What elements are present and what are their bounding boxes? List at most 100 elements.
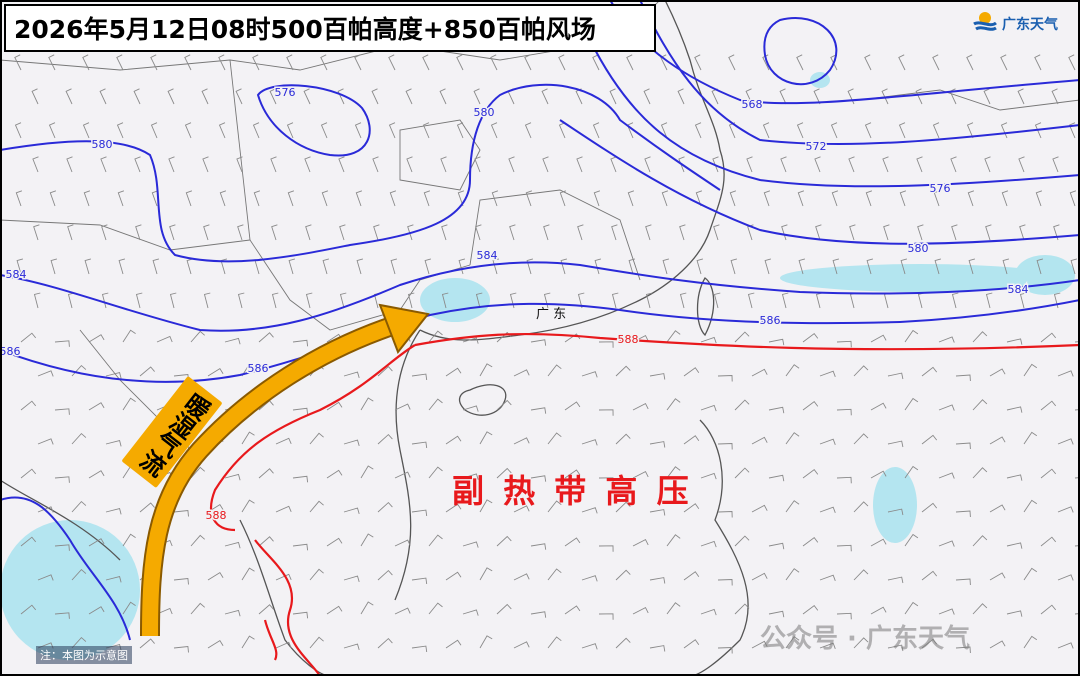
wind-barb <box>101 224 108 241</box>
wind-barb <box>915 88 923 105</box>
wind-barb <box>853 569 869 581</box>
wind-barb <box>598 613 614 620</box>
wind-barb <box>292 475 309 483</box>
wind-barb <box>887 644 904 652</box>
wind-barb <box>904 397 919 411</box>
wind-barb <box>456 122 464 139</box>
wind-barb <box>972 603 988 615</box>
wind-barb <box>815 224 822 241</box>
wind-barb <box>496 399 512 411</box>
wind-barb <box>218 122 226 139</box>
wind-barb <box>679 224 686 241</box>
wind-barb <box>1051 88 1059 105</box>
wind-barb <box>666 330 681 343</box>
wind-barb <box>20 400 37 411</box>
wind-barb <box>1057 642 1074 649</box>
wind-barb <box>541 88 549 105</box>
wind-barb <box>785 364 800 377</box>
wind-barb <box>899 190 907 207</box>
wind-barb <box>377 365 393 377</box>
wind-barb <box>870 334 887 343</box>
wind-barb <box>530 543 547 550</box>
wind-barb <box>152 258 160 275</box>
wind-barb <box>48 54 56 71</box>
wind-barb <box>236 156 243 173</box>
wind-barb <box>1023 363 1038 377</box>
wind-barb <box>203 224 210 241</box>
wind-barb <box>388 54 396 71</box>
wind-barb <box>496 331 512 343</box>
wind-barb <box>258 332 274 343</box>
wind-barb <box>33 224 40 241</box>
wind-barb <box>848 156 855 173</box>
wind-barb <box>360 533 374 547</box>
wind-barb <box>598 409 614 416</box>
wind-barb <box>581 439 598 446</box>
wind-barb <box>938 608 955 615</box>
wind-barb <box>683 367 700 377</box>
wind-barb <box>372 156 379 173</box>
wind-barb <box>139 638 155 649</box>
wind-barb <box>984 156 991 173</box>
wind-barb <box>904 329 919 343</box>
wind-barb <box>972 331 988 343</box>
wind-barb <box>122 397 136 411</box>
wind-barb <box>802 536 819 547</box>
wind-barb <box>445 503 462 513</box>
wind-barb <box>547 432 562 445</box>
wind-barb <box>292 543 309 551</box>
wind-barb <box>513 641 530 649</box>
wind-barb <box>1057 438 1074 445</box>
wind-barb <box>252 54 260 71</box>
wind-barb <box>1040 536 1057 547</box>
wind-barb <box>377 637 393 649</box>
wind-barb <box>730 258 738 275</box>
wind-barb <box>870 470 887 479</box>
wind-barb <box>836 340 852 348</box>
wind-barb <box>326 469 343 479</box>
wind-barb <box>1057 506 1074 513</box>
wind-barb <box>734 331 750 343</box>
wind-barb <box>632 538 649 547</box>
wind-barb <box>224 473 241 481</box>
contour-label: 584 <box>6 268 27 281</box>
wind-barb <box>388 122 396 139</box>
wind-barb <box>1069 190 1077 207</box>
wind-barb <box>343 575 360 583</box>
wind-barb <box>865 190 873 207</box>
wind-barb <box>445 639 462 649</box>
wind-barb <box>615 501 631 513</box>
wind-barb <box>883 224 890 241</box>
wind-barb <box>338 156 345 173</box>
wind-barb <box>683 571 700 581</box>
wind-barb <box>849 224 856 241</box>
wind-barb <box>496 467 512 479</box>
wind-barb <box>558 122 566 139</box>
wind-barb <box>836 544 852 552</box>
wind-barb <box>581 643 598 650</box>
wind-barb <box>185 190 193 207</box>
contour-label: 588 <box>618 333 639 346</box>
wind-barb <box>1000 54 1008 71</box>
wind-barb <box>1019 224 1026 241</box>
wind-barb <box>241 499 255 513</box>
wind-barb <box>428 398 443 411</box>
wind-barb <box>309 500 324 513</box>
wind-barb <box>48 122 56 139</box>
wind-barb <box>662 258 670 275</box>
wind-barb <box>156 335 173 343</box>
wind-barb <box>932 122 940 139</box>
wind-barb <box>241 635 255 649</box>
wind-barb <box>304 156 311 173</box>
wind-barb <box>666 398 681 411</box>
wind-barb <box>271 224 278 241</box>
wind-barb <box>292 339 309 347</box>
wind-barb <box>339 224 346 241</box>
wind-barb <box>513 437 530 445</box>
wind-barb <box>20 332 37 343</box>
map-title: 2026年5月12日08时500百帕高度+850百帕风场 <box>4 4 656 52</box>
wind-barb <box>985 224 992 241</box>
wind-barb <box>1023 431 1038 445</box>
wind-barb <box>887 576 904 584</box>
warm-moist-stream-arrow <box>140 303 430 637</box>
